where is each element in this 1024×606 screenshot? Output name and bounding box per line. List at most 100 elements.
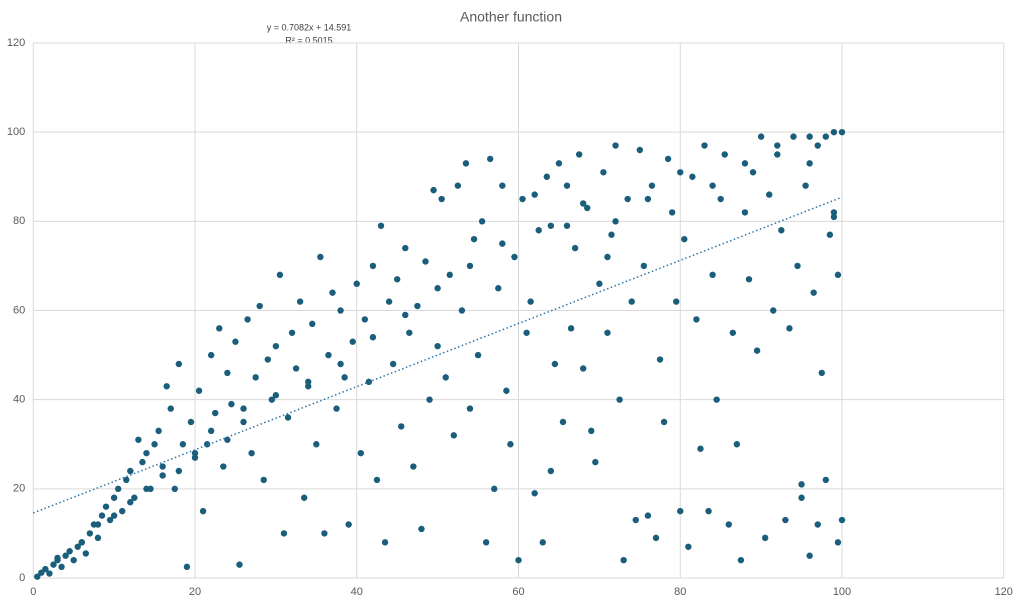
point	[260, 476, 267, 484]
point	[398, 423, 405, 430]
point	[636, 146, 644, 154]
point	[434, 285, 441, 292]
point	[547, 467, 555, 475]
point	[216, 325, 223, 332]
point	[725, 521, 732, 528]
point	[604, 253, 611, 261]
point	[466, 262, 474, 270]
point	[163, 383, 170, 390]
point	[632, 516, 639, 524]
trendline-r-squared: R² = 0.5015	[285, 35, 332, 45]
point	[656, 356, 664, 363]
point	[268, 396, 276, 403]
x-tick-label: 80	[674, 586, 686, 598]
point	[575, 151, 583, 158]
point	[151, 441, 158, 448]
point	[313, 441, 320, 448]
point	[527, 298, 534, 305]
point	[280, 530, 288, 537]
point	[608, 231, 615, 238]
x-tick-label: 100	[833, 586, 851, 598]
point	[559, 418, 567, 426]
point	[74, 543, 81, 550]
point	[822, 133, 830, 140]
point	[349, 338, 356, 345]
point	[183, 563, 191, 571]
point	[155, 427, 162, 435]
point	[580, 365, 587, 372]
point	[309, 320, 316, 328]
point	[563, 222, 571, 229]
point	[478, 218, 486, 225]
point	[94, 521, 102, 528]
point	[818, 369, 825, 377]
point	[264, 356, 271, 363]
point	[256, 302, 263, 310]
point	[664, 155, 672, 163]
point	[135, 436, 142, 443]
x-tick-label: 120	[995, 586, 1013, 598]
point	[677, 507, 684, 515]
point	[393, 276, 401, 283]
point	[236, 561, 243, 568]
point	[749, 169, 757, 176]
point	[499, 182, 506, 189]
point	[503, 387, 510, 394]
point	[369, 262, 377, 270]
point	[171, 485, 178, 493]
point	[337, 360, 344, 368]
point	[284, 414, 292, 421]
point	[580, 200, 587, 207]
point	[474, 351, 482, 359]
point	[430, 186, 437, 194]
point	[98, 512, 106, 519]
point	[737, 556, 745, 564]
point	[66, 548, 73, 555]
point	[830, 128, 838, 136]
point	[757, 133, 765, 140]
point	[834, 271, 842, 279]
point	[232, 338, 239, 345]
point	[143, 449, 150, 457]
point	[248, 449, 255, 457]
point	[42, 565, 49, 573]
point	[786, 325, 793, 332]
point	[519, 195, 526, 203]
point	[810, 289, 817, 296]
point	[389, 360, 397, 368]
point	[531, 490, 538, 497]
point	[539, 539, 546, 546]
point	[604, 329, 611, 336]
point	[620, 556, 627, 564]
point	[244, 316, 251, 323]
point	[224, 369, 231, 377]
point	[131, 494, 138, 501]
point	[766, 191, 773, 198]
point	[82, 550, 90, 557]
point	[648, 182, 656, 189]
point	[826, 231, 834, 238]
point	[822, 476, 830, 484]
point	[830, 209, 838, 216]
point	[713, 396, 720, 403]
point	[288, 329, 296, 336]
point	[531, 191, 538, 198]
point	[701, 142, 708, 149]
point	[345, 521, 352, 528]
point	[175, 467, 183, 475]
point	[276, 271, 284, 279]
point	[86, 530, 94, 537]
point	[491, 485, 498, 493]
point	[644, 195, 652, 203]
point	[106, 516, 114, 524]
point	[300, 494, 308, 501]
point	[660, 418, 668, 426]
point	[600, 169, 607, 176]
point	[741, 160, 749, 167]
point	[592, 458, 599, 466]
point	[555, 160, 563, 167]
point	[733, 441, 741, 448]
point	[167, 405, 174, 412]
point	[240, 405, 247, 412]
point	[495, 285, 502, 292]
